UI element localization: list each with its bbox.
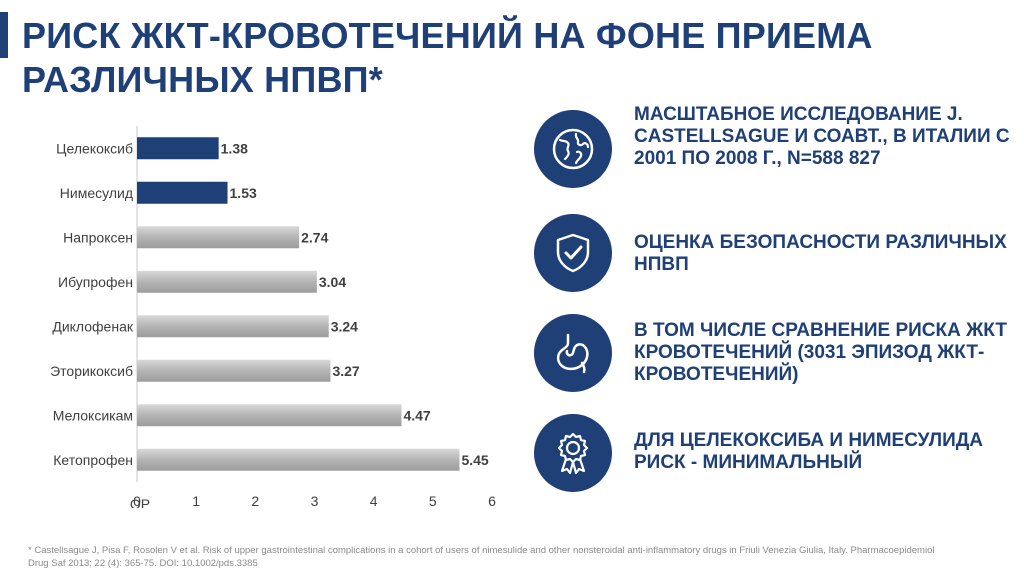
category-label: Эторикоксиб (50, 363, 133, 379)
bar (137, 137, 219, 160)
data-label: 3.27 (332, 363, 359, 379)
feature-text: МАСШТАБНОЕ ИССЛЕДОВАНИЕ J. CASTELLSAGUE … (634, 104, 1010, 169)
x-tick-label: 1 (192, 493, 200, 508)
bar (137, 270, 317, 293)
bar (137, 448, 460, 471)
feature-text: ОЦЕНКА БЕЗОПАСНОСТИ РАЗЛИЧНЫХ НПВП (634, 232, 1007, 275)
x-tick-label: 5 (429, 493, 437, 508)
category-label: Нимесулид (60, 185, 133, 201)
page-title: РИСК ЖКТ-КРОВОТЕЧЕНИЙ НА ФОНЕ ПРИЕМА РАЗ… (22, 15, 873, 100)
data-label: 4.47 (403, 407, 430, 423)
feature-item: ОЦЕНКА БЕЗОПАСНОСТИ РАЗЛИЧНЫХ НПВП (534, 208, 1014, 294)
title-accent-bar (0, 12, 8, 58)
feature-item: В ТОМ ЧИСЛЕ СРАВНЕНИЕ РИСКА ЖКТ КРОВОТЕЧ… (534, 308, 1014, 394)
footnote: * Castellsague J, Pisa F, Rosolen V et a… (28, 545, 935, 569)
data-label: 1.53 (230, 185, 257, 201)
bar-chart: Целекоксиб 1.38 Нимесулид 1.53 Напроксен 2.74… (0, 118, 520, 508)
bar (137, 226, 300, 249)
category-label: Ибупрофен (58, 274, 133, 290)
chart-svg: Целекоксиб 1.38 Нимесулид 1.53 Напроксен 2.74… (50, 126, 496, 508)
x-tick-label: 6 (488, 493, 496, 508)
data-label: 3.24 (331, 318, 358, 334)
bar (137, 359, 331, 382)
feature-item: МАСШТАБНОЕ ИССЛЕДОВАНИЕ J. CASTELLSAGUE … (534, 104, 1014, 190)
data-label: 5.45 (461, 452, 488, 468)
data-label: 2.74 (301, 229, 328, 245)
globe-icon (534, 110, 612, 188)
category-label: Целекоксиб (56, 140, 133, 156)
feature-item: ДЛЯ ЦЕЛЕКОКСИБА И НИМЕСУЛИДА РИСК - МИНИ… (534, 408, 1014, 494)
x-tick-label: 3 (311, 493, 319, 508)
data-label: 1.38 (221, 140, 248, 156)
award-badge-icon (534, 414, 612, 492)
category-label: Напроксен (63, 229, 133, 245)
x-tick-label: 0 (133, 493, 141, 508)
bar (137, 315, 329, 338)
feature-text: ДЛЯ ЦЕЛЕКОКСИБА И НИМЕСУЛИДА РИСК - МИНИ… (634, 430, 984, 473)
x-tick-label: 2 (251, 493, 259, 508)
bar (137, 181, 228, 204)
shield-check-icon (534, 214, 612, 292)
category-label: Диклофенак (52, 318, 134, 334)
feature-text: В ТОМ ЧИСЛЕ СРАВНЕНИЕ РИСКА ЖКТ КРОВОТЕЧ… (634, 320, 1007, 385)
category-label: Кетопрофен (53, 452, 133, 468)
bar (137, 404, 402, 427)
stomach-icon (534, 314, 612, 392)
category-label: Мелоксикам (53, 407, 133, 423)
x-tick-label: 4 (370, 493, 378, 508)
x-axis-label: OP (130, 496, 150, 508)
data-label: 3.04 (319, 274, 346, 290)
